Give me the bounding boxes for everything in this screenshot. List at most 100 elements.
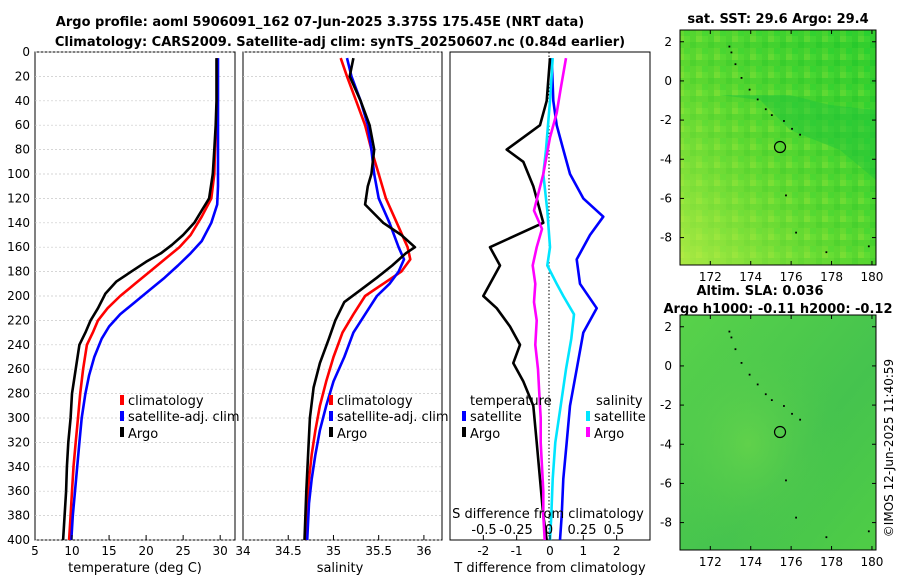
legend-label-satellite: satellite-adj. clim bbox=[337, 410, 449, 425]
x-tick-label: 172 bbox=[699, 555, 722, 569]
y-tick-label: 160 bbox=[7, 240, 30, 254]
legend-swatch-sal-argo bbox=[586, 427, 590, 437]
x-tick-label: -2 bbox=[477, 544, 489, 558]
island-speck bbox=[799, 133, 802, 136]
sst-map-title: sat. SST: 29.6 Argo: 29.4 bbox=[687, 12, 868, 27]
sla-map-title-line-1: Altim. SLA: 0.036 bbox=[697, 284, 824, 299]
x-tick-label: 5 bbox=[31, 544, 39, 558]
sst-map-warm-overlay bbox=[680, 30, 876, 265]
y-tick-label: -4 bbox=[660, 152, 672, 166]
y-tick-label: 0 bbox=[22, 45, 30, 59]
y-tick-label: 360 bbox=[7, 484, 30, 498]
island-speck bbox=[799, 418, 802, 421]
x-tick-label: 176 bbox=[780, 555, 803, 569]
island-speck bbox=[764, 108, 767, 111]
island-speck bbox=[748, 373, 751, 376]
y-tick-label: 60 bbox=[15, 118, 30, 132]
legend-label-satellite: satellite-adj. clim bbox=[128, 410, 240, 425]
island-speck bbox=[740, 77, 743, 79]
legend-label-climatology: climatology bbox=[128, 394, 204, 409]
argo-location-marker bbox=[773, 425, 787, 439]
series-line-salinity-argo bbox=[531, 57, 568, 541]
salinity-panel: 34 34.5 35 35.5 36 salinity climatology sate… bbox=[235, 51, 449, 576]
island-speck bbox=[867, 530, 870, 533]
island-speck bbox=[770, 114, 773, 117]
sst-map-frame bbox=[679, 29, 877, 266]
salinity-xlabel: salinity bbox=[317, 561, 364, 576]
sst-map-panel: sat. SST: 29.6 Argo: 29.4 172 174 176 178 18… bbox=[660, 12, 883, 284]
island-speck bbox=[795, 516, 797, 519]
y-tick-label: -2 bbox=[660, 113, 672, 127]
legend-label-climatology: climatology bbox=[337, 394, 413, 409]
x-tick-label: -1 bbox=[511, 544, 523, 558]
legend-swatch-satellite bbox=[329, 411, 333, 421]
island-speck bbox=[728, 45, 731, 48]
sla-map-title-line-2: Argo h1000: -0.11 h2000: -0.12 bbox=[663, 302, 892, 317]
y-tick-label: 120 bbox=[7, 191, 30, 205]
y-tick-label: 200 bbox=[7, 289, 30, 303]
legend-label-temp-satellite: satellite bbox=[470, 410, 522, 425]
y-tick-label: -6 bbox=[660, 476, 672, 490]
island-speck bbox=[730, 51, 733, 54]
x-tick-label: 30 bbox=[213, 544, 228, 558]
legend-swatch-satellite bbox=[120, 411, 124, 421]
island-speck bbox=[825, 251, 828, 254]
y-tick-label: -6 bbox=[660, 191, 672, 205]
x-tick-label: 2 bbox=[613, 544, 621, 558]
temperature-panel: 5 10 15 20 25 30 0 20 40 60 80 100 120 140 160 180 200 2… bbox=[7, 45, 240, 576]
y-tick-label: 340 bbox=[7, 460, 30, 474]
island-speck bbox=[756, 383, 759, 386]
y-tick-label: 260 bbox=[7, 362, 30, 376]
island-speck bbox=[825, 536, 828, 539]
top-tick-label: -0.5 bbox=[471, 523, 496, 538]
legend-swatch-climatology bbox=[120, 395, 124, 405]
legend-swatch-sal-satellite bbox=[586, 411, 590, 421]
island-speck bbox=[764, 393, 767, 396]
sla-map-highlight bbox=[680, 315, 876, 550]
credit-text: ©IMOS 12-Jun-2025 11:40:59 bbox=[882, 359, 896, 537]
y-tick-label: 20 bbox=[15, 69, 30, 83]
island-speck bbox=[734, 63, 737, 66]
difference-panel: -2 -1 0 1 2 S difference from climatology -0… bbox=[449, 51, 651, 576]
top-tick-label: 0.5 bbox=[604, 523, 625, 538]
y-tick-label: 40 bbox=[15, 94, 30, 108]
top-tick-label: 0 bbox=[545, 523, 553, 538]
x-tick-label: 20 bbox=[138, 544, 153, 558]
island-speck bbox=[785, 479, 787, 482]
y-tick-label: -4 bbox=[660, 437, 672, 451]
legend-label-sal-argo: Argo bbox=[594, 427, 624, 442]
y-tick-label: 300 bbox=[7, 411, 30, 425]
x-tick-label: 172 bbox=[699, 270, 722, 284]
island-speck bbox=[791, 127, 793, 130]
y-tick-label: 400 bbox=[7, 533, 30, 547]
y-tick-label: 0 bbox=[664, 74, 672, 88]
legend-swatch-argo bbox=[329, 427, 333, 437]
legend-label-sal-satellite: satellite bbox=[594, 410, 646, 425]
temperature-xlabel: temperature (deg C) bbox=[68, 561, 202, 576]
title-line-1: Argo profile: aoml 5906091_162 07-Jun-20… bbox=[56, 15, 584, 30]
y-tick-label: 280 bbox=[7, 387, 30, 401]
island-speck bbox=[783, 405, 785, 407]
argo-location-marker bbox=[773, 140, 787, 154]
legend-swatch-temp-argo bbox=[462, 427, 466, 437]
x-tick-label: 35.5 bbox=[365, 544, 392, 558]
y-tick-label: 80 bbox=[15, 143, 30, 157]
x-tick-label: 25 bbox=[176, 544, 191, 558]
difference-legend: temperature salinity satellite Argo sate… bbox=[462, 394, 646, 442]
series-line-satellite-adj-clim bbox=[70, 58, 220, 541]
x-tick-label: 36 bbox=[416, 544, 431, 558]
x-tick-label: 174 bbox=[739, 555, 762, 569]
legend-label-argo: Argo bbox=[337, 427, 367, 442]
x-tick-label: 34.5 bbox=[275, 544, 302, 558]
x-tick-label: 178 bbox=[820, 555, 843, 569]
salinity-legend: climatology satellite-adj. clim Argo bbox=[329, 394, 449, 442]
y-tick-label: -8 bbox=[660, 231, 672, 245]
legend-heading-salinity: salinity bbox=[596, 394, 643, 409]
x-tick-label: 1 bbox=[580, 544, 588, 558]
x-tick-label: 10 bbox=[64, 544, 79, 558]
island-speck bbox=[728, 330, 731, 333]
sla-map-frame bbox=[679, 314, 877, 551]
island-speck bbox=[730, 336, 733, 339]
legend-label-temp-argo: Argo bbox=[470, 427, 500, 442]
